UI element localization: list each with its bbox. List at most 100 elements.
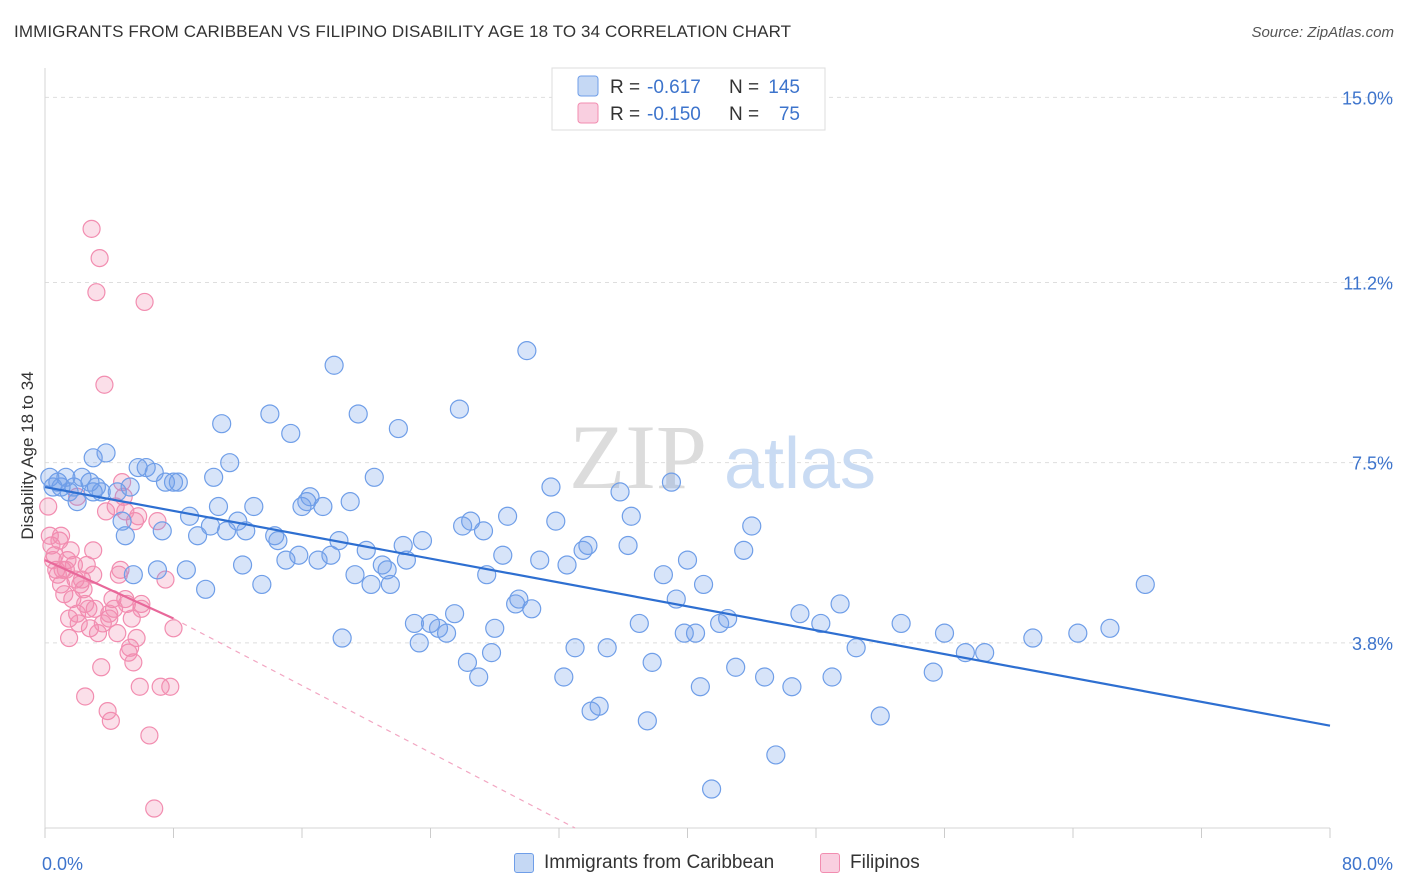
point-caribbean-40	[236, 521, 256, 541]
point-caribbean-59	[345, 565, 365, 585]
point-caribbean-87	[498, 506, 518, 526]
point-caribbean-66	[380, 574, 400, 595]
point-caribbean-107	[637, 711, 657, 731]
point-caribbean-114	[685, 623, 706, 643]
legend-label-caribbean: Immigrants from Caribbean	[544, 852, 775, 873]
point-filipinos-57	[130, 677, 149, 696]
point-caribbean-61	[356, 540, 376, 560]
point-caribbean-99	[578, 535, 598, 556]
y-tick-label-0: 3.8%	[1352, 634, 1393, 654]
point-caribbean-18	[120, 477, 140, 497]
point-caribbean-125	[782, 677, 802, 697]
x-tick-label-0: 0.0%	[42, 854, 83, 874]
point-caribbean-13	[83, 448, 103, 468]
x-tick-label-1: 80.0%	[1342, 854, 1393, 874]
point-caribbean-91	[522, 599, 542, 619]
point-caribbean-123	[754, 667, 775, 687]
point-filipinos-38	[100, 609, 119, 628]
point-caribbean-53	[313, 496, 333, 517]
point-caribbean-75	[436, 623, 457, 643]
point-filipinos-51	[121, 638, 140, 657]
trend-line-filipinos	[44, 559, 174, 620]
point-caribbean-132	[891, 613, 911, 634]
point-filipinos-61	[145, 799, 164, 818]
trend-line-caribbean	[44, 485, 1331, 727]
axes	[44, 68, 1331, 838]
point-filipinos-62	[148, 512, 167, 531]
point-filipinos-8	[51, 575, 71, 594]
point-caribbean-76	[444, 604, 465, 624]
point-filipinos-19	[69, 614, 88, 633]
point-filipinos-32	[90, 248, 109, 268]
point-caribbean-109	[653, 565, 674, 585]
point-caribbean-139	[1100, 618, 1120, 638]
point-filipinos-65	[161, 677, 180, 696]
point-caribbean-54	[321, 545, 341, 565]
point-caribbean-90	[517, 341, 537, 361]
point-caribbean-112	[674, 623, 694, 643]
point-caribbean-45	[268, 531, 288, 551]
point-filipinos-37	[98, 701, 117, 721]
point-filipinos-23	[76, 594, 95, 614]
y-tick-label-2: 11.2%	[1343, 273, 1393, 293]
legend-swatch-filipinos	[820, 853, 840, 873]
point-caribbean-35	[212, 414, 232, 434]
tick-labels: 3.8% 7.5% 11.2% 15.0% 0.0% 80.0% Disability Ag…	[18, 88, 1393, 874]
point-caribbean-92	[530, 550, 550, 570]
source-label: Source: ZipAtlas.com	[1251, 24, 1394, 41]
chart-title: IMMIGRANTS FROM CARIBBEAN VS FILIPINO DI…	[14, 22, 792, 41]
point-caribbean-105	[621, 506, 641, 526]
point-caribbean-34	[208, 496, 229, 517]
point-filipinos-35	[95, 375, 114, 394]
point-caribbean-72	[412, 531, 433, 551]
point-caribbean-46	[276, 550, 296, 570]
point-caribbean-104	[618, 535, 638, 556]
point-caribbean-31	[196, 579, 216, 599]
point-caribbean-23	[147, 560, 168, 580]
stats-n-label-1: N =	[729, 104, 759, 125]
legend-item-caribbean: Immigrants from Caribbean	[514, 852, 774, 874]
point-filipinos-30	[87, 283, 106, 302]
point-caribbean-131	[870, 706, 890, 726]
stats-n-value-0: 145	[768, 77, 800, 98]
point-caribbean-121	[734, 540, 754, 560]
point-caribbean-48	[289, 545, 309, 565]
point-caribbean-103	[610, 482, 630, 502]
stats-r-value-0: -0.617	[647, 77, 701, 98]
point-caribbean-115	[690, 677, 710, 697]
point-filipinos-31	[88, 624, 108, 643]
point-caribbean-81	[469, 667, 489, 687]
point-caribbean-108	[642, 652, 662, 672]
legend-item-filipinos: Filipinos	[820, 852, 920, 874]
series-filipinos	[39, 219, 183, 818]
point-filipinos-66	[164, 619, 183, 638]
stats-r-label-0: R =	[610, 77, 640, 98]
point-filipinos-29	[85, 599, 104, 618]
point-caribbean-43	[260, 404, 280, 424]
stats-n-value-1: 75	[779, 104, 800, 125]
point-caribbean-140	[1135, 574, 1155, 595]
point-caribbean-28	[176, 560, 196, 580]
point-filipinos-14	[61, 541, 80, 560]
point-caribbean-138	[1068, 623, 1088, 643]
point-caribbean-52	[308, 550, 328, 570]
point-filipinos-27	[82, 219, 101, 238]
point-caribbean-70	[404, 613, 425, 634]
bottom-legend: Immigrants from Caribbean Filipinos	[0, 852, 1406, 878]
point-filipinos-22	[74, 580, 93, 599]
point-caribbean-133	[923, 662, 943, 682]
point-caribbean-102	[597, 638, 617, 658]
point-caribbean-93	[541, 477, 561, 497]
point-filipinos-59	[135, 292, 154, 312]
point-caribbean-110	[661, 472, 682, 492]
point-filipinos-52	[122, 609, 141, 628]
point-caribbean-137	[1023, 628, 1043, 648]
point-caribbean-7	[67, 492, 87, 512]
legend-swatch-caribbean	[514, 853, 534, 873]
stats-swatch-1	[577, 102, 599, 124]
legend-label-filipinos: Filipinos	[850, 852, 920, 873]
point-caribbean-120	[726, 657, 746, 677]
point-filipinos-55	[127, 628, 146, 648]
point-caribbean-62	[361, 574, 381, 595]
point-caribbean-37	[220, 453, 240, 473]
